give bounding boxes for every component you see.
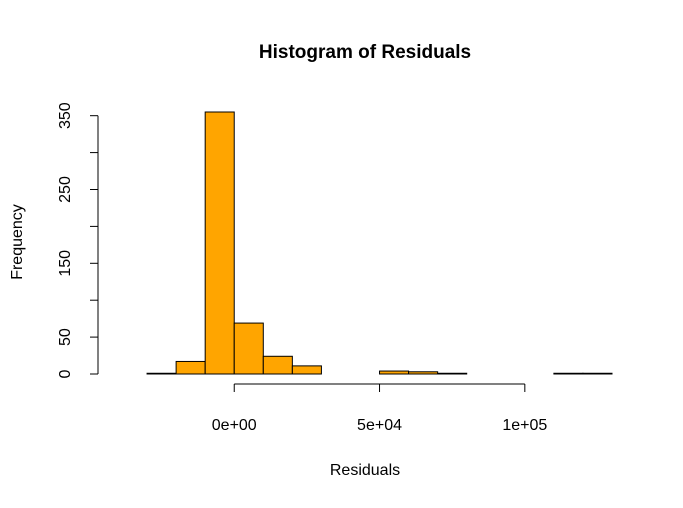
histogram-bar (146, 372, 177, 375)
x-tick-label: 5e+04 (357, 417, 402, 434)
x-tick-label: 0e+00 (212, 417, 257, 434)
histogram-bar (175, 360, 206, 375)
histogram-bar (408, 371, 439, 375)
histogram-bar (262, 355, 293, 375)
y-tick-label: 350 (57, 102, 74, 129)
histogram-bar (291, 365, 322, 375)
histogram-bar (553, 372, 584, 375)
histogram-bar (204, 111, 235, 375)
x-tick-label: 1e+05 (502, 417, 547, 434)
y-axis: 0 50 150 250 350 (57, 102, 99, 378)
histogram-bar (379, 370, 410, 375)
histogram-bar (233, 322, 264, 375)
y-tick-label: 0 (57, 369, 74, 378)
histogram-bar (437, 372, 468, 375)
y-tick-label: 50 (57, 328, 74, 346)
chart-title: Histogram of Residuals (259, 42, 471, 63)
x-axis-label: Residuals (330, 462, 400, 479)
x-axis: 0e+00 5e+04 1e+05 (212, 383, 547, 434)
y-tick-label: 150 (57, 250, 74, 277)
histogram-bars (146, 111, 613, 375)
y-tick-label: 250 (57, 176, 74, 203)
histogram-bar (582, 372, 613, 375)
y-axis-label: Frequency (9, 204, 26, 280)
